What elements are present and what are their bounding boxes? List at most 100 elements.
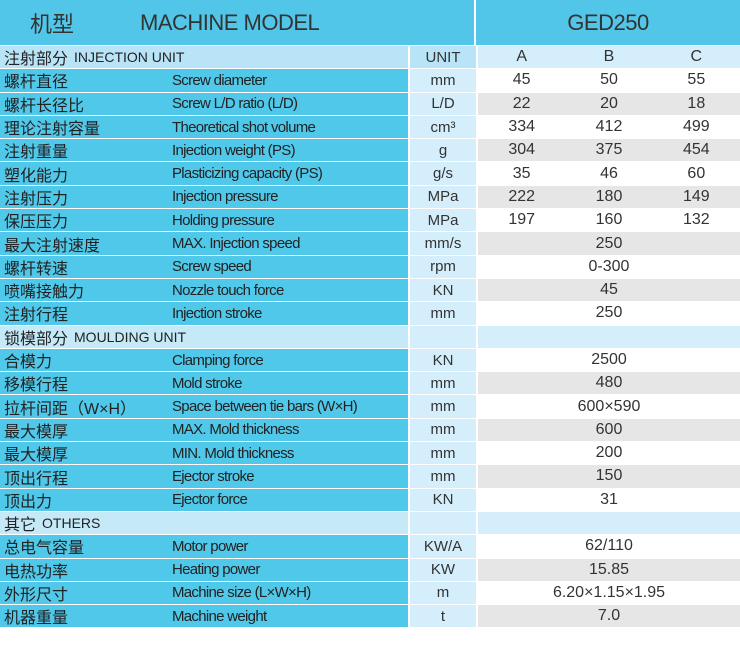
param-name-cn: 螺杆转速 [4,260,69,278]
section-title-cell: 注射部分 INJECTION UNIT [0,46,408,69]
table-row: 理论注射容量 Theoretical shot volume cm³ 334 412 49… [0,115,740,140]
param-value: 375 [595,141,623,159]
table-row: 总电气容量 Motor power KW/A 62/110 [0,535,740,559]
param-value: 250 [595,234,623,252]
param-value: 480 [595,374,623,392]
unit-header: UNIT [410,46,476,69]
param-unit: g [410,139,476,162]
param-value: 62/110 [585,537,633,555]
param-label-cell: 理论注射容量 Theoretical shot volume [0,115,408,139]
param-values: 150 [478,465,740,488]
param-name-en: Ejector stroke [172,467,255,485]
table-row: 注射重量 Injection weight (PS) g 304 375 454 [0,139,740,163]
param-value: 600 [595,420,623,438]
param-values: 7.0 [478,605,740,628]
param-value: 31 [600,490,618,508]
param-unit: KW [410,558,476,581]
column-headers: A B C [478,46,740,69]
param-value: 35 [512,164,531,182]
table-row: 最大注射速度 MAX. Injection speed mm/s 250 [0,232,740,256]
param-name-cn: 拉杆间距（W×H） [4,400,137,418]
model-label-en: MACHINE MODEL [140,9,320,35]
section-title-cn: 其它 [4,517,37,535]
section-title-cell: 锁模部分 MOULDING UNIT [0,325,408,348]
param-value: 18 [687,94,706,112]
param-values: 304 375 454 [478,139,740,162]
param-value: 150 [595,467,623,485]
param-unit: t [410,605,476,628]
param-label-cell: 最大模厚 MAX. Mold thickness [0,418,408,442]
model-label-cell: 机型 MACHINE MODEL [0,0,476,45]
param-values: 6.20×1.15×1.95 [478,581,740,605]
unit-header [410,325,476,348]
param-values: 600 [478,418,740,442]
table-row: 机器重量 Machine weight t 7.0 [0,605,740,629]
param-value: 200 [595,444,623,462]
param-value: 499 [682,118,710,136]
param-values: 200 [478,442,740,465]
param-name-en: Screw L/D ratio (L/D) [172,95,298,113]
param-value: 334 [508,118,536,136]
param-label-cell: 螺杆长径比 Screw L/D ratio (L/D) [0,92,408,115]
param-values: 62/110 [478,535,740,558]
table-row: 喷嘴接触力 Nozzle touch force KN 45 [0,278,740,303]
param-unit: cm³ [410,115,476,139]
param-label-cell: 顶出行程 Ejector stroke [0,465,408,488]
param-value: 412 [595,118,623,136]
param-name-cn: 喷嘴接触力 [4,284,85,302]
column-header: B [603,48,615,66]
param-name-cn: 塑化能力 [4,167,69,185]
param-label-cell: 保压压力 Holding pressure [0,209,408,232]
param-value: 55 [687,71,706,89]
param-value: 454 [682,141,710,159]
param-value: 7.0 [597,607,621,625]
table-row: 螺杆转速 Screw speed rpm 0-300 [0,255,740,279]
param-name-en: Injection pressure [172,188,278,206]
param-values: 15.85 [478,558,740,581]
param-value: 22 [512,94,531,112]
param-label-cell: 最大注射速度 MAX. Injection speed [0,232,408,255]
param-name-cn: 理论注射容量 [4,121,101,139]
param-value: 46 [600,164,618,182]
param-value: 160 [595,211,623,229]
param-name-cn: 注射压力 [4,190,69,208]
param-label-cell: 总电气容量 Motor power [0,535,408,558]
param-name-cn: 外形尺寸 [4,586,69,604]
param-name-en: Injection stroke [172,304,262,322]
param-unit: KW/A [410,535,476,558]
table-row: 保压压力 Holding pressure MPa 197 160 132 [0,209,740,233]
param-name-en: MIN. Mold thickness [172,444,294,462]
param-unit: KN [410,348,476,372]
param-label-cell: 塑化能力 Plasticizing capacity (PS) [0,162,408,185]
table-row: 拉杆间距（W×H） Space between tie bars (W×H) mm 6… [0,395,740,419]
table-row: 螺杆直径 Screw diameter mm 45 50 55 [0,69,740,93]
param-value: 50 [600,71,618,89]
param-name-cn: 螺杆直径 [4,74,69,92]
param-name-cn: 合模力 [4,354,53,372]
table-row: 塑化能力 Plasticizing capacity (PS) g/s 35 46 60 [0,162,740,186]
param-name-cn: 保压压力 [4,214,69,232]
spec-table: 注射部分 INJECTION UNIT UNIT A B C 螺杆直径 Screw diame… [0,46,740,629]
param-values: 2500 [478,348,740,372]
param-name-en: Clamping force [172,351,264,369]
table-row: 移模行程 Mold stroke mm 480 [0,372,740,396]
model-label-cn: 机型 [30,11,75,37]
param-value: 2500 [591,351,627,368]
param-name-en: Motor power [172,537,248,555]
section-title-en: MOULDING UNIT [74,328,187,345]
param-values: 31 [478,488,740,511]
param-unit: mm [410,442,476,465]
table-row: 合模力 Clamping force KN 2500 [0,348,740,373]
param-value: 0-300 [588,257,630,275]
section-title-cn: 注射部分 [4,51,69,69]
param-name-en: Heating power [172,561,260,579]
param-values: 250 [478,232,740,255]
param-name-cn: 最大模厚 [4,447,69,465]
param-value: 45 [512,71,531,89]
column-headers [478,511,740,535]
param-label-cell: 外形尺寸 Machine size (L×W×H) [0,581,408,605]
param-value: 6.20×1.15×1.95 [552,583,666,601]
param-label-cell: 注射行程 Injection stroke [0,302,408,325]
param-name-en: Screw diameter [172,71,267,89]
param-name-en: MAX. Injection speed [172,235,300,253]
